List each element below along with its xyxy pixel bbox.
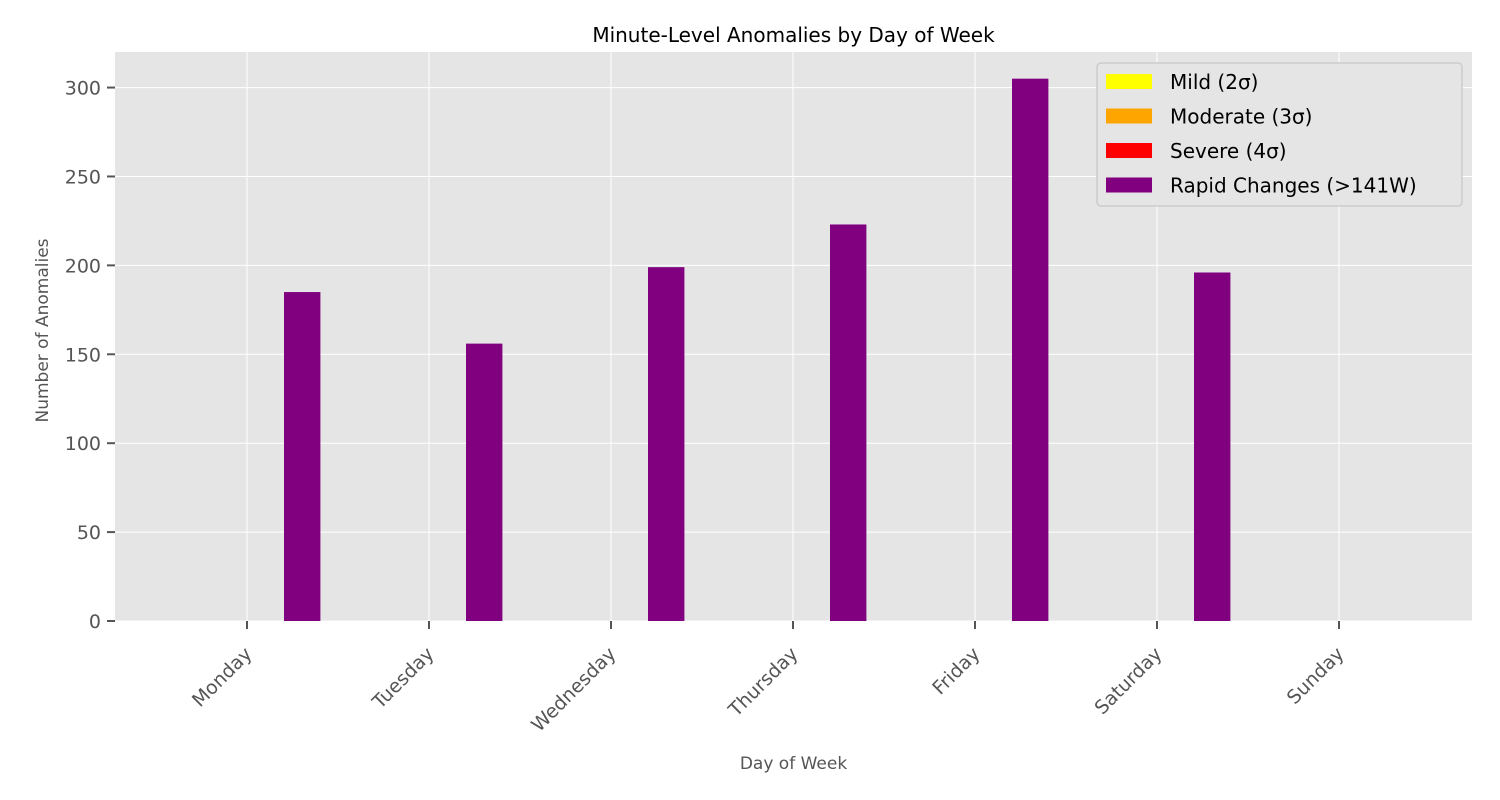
bars [284,78,1231,621]
legend-label: Rapid Changes (>141W) [1170,174,1417,198]
x-tick-label: Saturday [1090,643,1166,719]
y-tick-label: 200 [65,255,101,277]
x-tick-label: Wednesday [527,643,620,736]
x-tick-label: Thursday [724,643,803,722]
bar [466,343,503,621]
x-tick-label: Sunday [1283,643,1349,709]
x-tick-label: Monday [188,643,257,712]
x-tick-label: Friday [928,643,984,699]
x-tick-label: Tuesday [368,643,439,714]
y-axis-label: Number of Anomalies [33,238,53,422]
legend-label: Mild (2σ) [1170,70,1258,94]
bar [648,267,685,621]
legend-swatch [1106,143,1152,158]
legend-swatch [1106,74,1152,89]
legend: Mild (2σ) Moderate (3σ) Severe (4σ) Rapid C… [1096,62,1463,207]
chart-title: Minute-Level Anomalies by Day of Week [592,23,995,47]
y-tick-label: 100 [65,433,101,455]
x-axis-label: Day of Week [740,754,847,774]
legend-label: Moderate (3σ) [1170,105,1312,129]
legend-swatch [1106,177,1152,193]
legend-swatch [1106,108,1152,124]
legend-box [1096,62,1463,207]
y-tick-label: 0 [89,611,101,633]
y-tick-label: 50 [77,522,101,544]
bar [1012,78,1049,621]
y-tick-label: 250 [65,166,101,188]
legend-label: Severe (4σ) [1170,139,1287,163]
y-tick-label: 150 [65,344,101,366]
bar [830,224,867,621]
y-axis: 0 50 100 150 200 250 300 [65,78,115,633]
bar [1194,272,1231,621]
bar [284,292,321,621]
x-axis: Monday Tuesday Wednesday Thursday Friday Satu… [188,621,1349,736]
y-tick-label: 300 [65,78,101,100]
